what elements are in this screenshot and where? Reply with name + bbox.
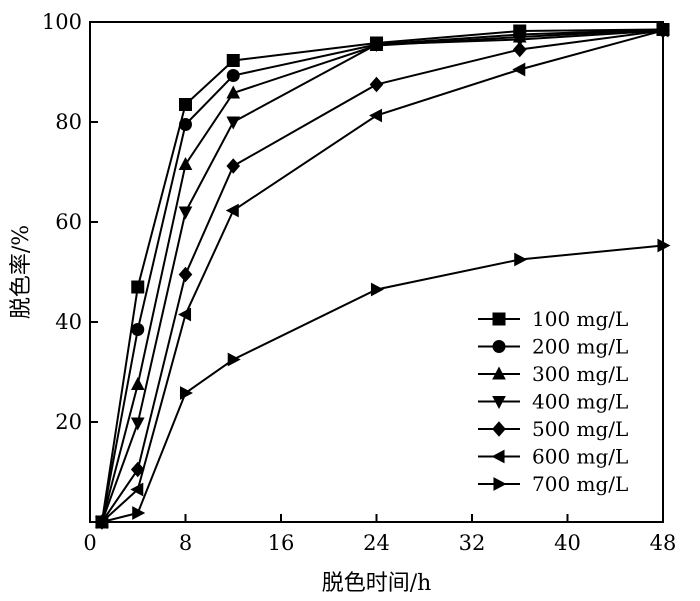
x-tick-label: 24	[363, 531, 390, 555]
x-tick-label: 8	[179, 531, 192, 555]
data-point-series-4	[369, 38, 384, 52]
data-point-series-7	[227, 352, 241, 367]
data-point-series-7	[514, 252, 528, 267]
legend-marker	[493, 477, 507, 491]
legend-item: 100 mg/L	[478, 307, 628, 331]
x-tick-label: 48	[650, 531, 677, 555]
x-tick-label: 32	[459, 531, 486, 555]
legend-label: 300 mg/L	[532, 362, 628, 386]
y-tick-label: 40	[55, 310, 82, 334]
data-point-series-7	[370, 282, 384, 297]
legend-label: 200 mg/L	[532, 335, 628, 359]
data-point-series-5	[369, 76, 384, 93]
legend-marker	[492, 421, 506, 437]
data-point-series-6	[130, 482, 144, 497]
data-point-series-2	[226, 69, 240, 82]
data-point-series-4	[178, 206, 193, 220]
y-tick-label: 80	[55, 110, 82, 134]
data-point-series-6	[512, 62, 526, 77]
data-point-series-5	[512, 41, 527, 58]
legend-item: 500 mg/L	[478, 417, 628, 441]
data-point-series-7	[179, 386, 193, 400]
legend-marker	[492, 395, 506, 409]
data-point-series-1	[179, 98, 192, 111]
data-point-series-4	[512, 33, 527, 47]
data-point-series-6	[225, 203, 239, 218]
legend-marker	[492, 340, 506, 353]
data-point-series-1	[226, 54, 240, 67]
x-axis-ticks: 0 8 16 24 32 40 48	[83, 514, 676, 555]
legend-label: 500 mg/L	[532, 417, 628, 441]
x-tick-label: 40	[554, 531, 581, 555]
legend-marker	[492, 366, 506, 380]
legend-item: 700 mg/L	[478, 472, 628, 496]
y-tick-label: 20	[55, 410, 82, 434]
data-point-series-3	[226, 85, 241, 99]
y-axis-ticks: 20 40 60 80 100	[42, 10, 98, 434]
legend-item: 400 mg/L	[478, 390, 628, 414]
legend-label: 400 mg/L	[532, 390, 628, 414]
data-point-series-2	[131, 323, 145, 336]
data-point-series-5	[178, 266, 193, 283]
legend: 100 mg/L 200 mg/L 300 mg/L 400 mg/L 500 mg/L…	[478, 307, 628, 496]
data-point-series-4	[226, 116, 241, 130]
data-point-series-2	[179, 118, 192, 131]
data-point-series-3	[130, 377, 145, 391]
x-axis-title: 脱色时间/h	[322, 571, 432, 596]
legend-label: 700 mg/L	[532, 472, 628, 496]
data-point-series-5	[130, 461, 145, 478]
legend-item: 200 mg/L	[478, 335, 628, 359]
data-point-series-3	[178, 157, 193, 171]
legend-marker	[491, 449, 505, 464]
data-point-series-4	[130, 417, 145, 431]
data-point-series-5	[226, 158, 241, 174]
legend-item: 600 mg/L	[478, 445, 628, 469]
legend-marker	[492, 312, 506, 326]
data-point-series-6	[369, 108, 383, 123]
x-tick-label: 16	[268, 531, 295, 555]
data-point-series-6	[178, 307, 192, 322]
y-tick-label: 100	[42, 10, 82, 34]
data-point-series-7	[132, 506, 146, 520]
y-axis-title: 脱色率/%	[9, 225, 34, 319]
data-point-series-1	[131, 280, 145, 294]
legend-label: 100 mg/L	[532, 307, 628, 331]
plot-markers	[94, 22, 671, 530]
x-tick-label: 0	[83, 531, 96, 555]
legend-item: 300 mg/L	[478, 362, 628, 386]
legend-label: 600 mg/L	[532, 445, 628, 469]
y-tick-label: 60	[55, 210, 82, 234]
